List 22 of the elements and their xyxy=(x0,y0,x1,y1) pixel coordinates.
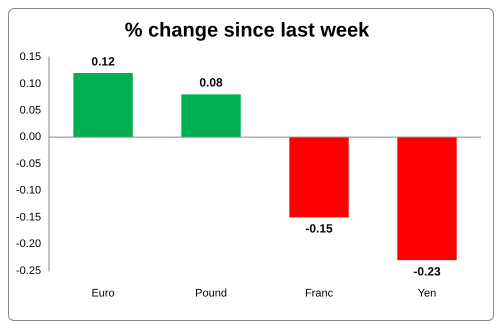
data-label: -0.15 xyxy=(305,222,334,236)
data-label: 0.12 xyxy=(91,54,116,68)
x-tick-label: Euro xyxy=(91,287,115,300)
y-tick-label: -0.10 xyxy=(16,184,42,197)
bar xyxy=(73,73,133,138)
y-tick-label: -0.05 xyxy=(16,158,42,170)
y-tick-label: -0.15 xyxy=(16,211,42,224)
x-tick-label: Pound xyxy=(195,287,227,300)
y-tick-label: -0.20 xyxy=(16,238,42,250)
bar xyxy=(397,137,457,260)
y-tick-label: 0.00 xyxy=(20,131,42,144)
x-tick-label: Franc xyxy=(304,287,334,300)
y-tick-label: -0.25 xyxy=(16,264,42,277)
y-tick-label: 0.05 xyxy=(20,104,42,116)
data-label: -0.23 xyxy=(413,264,442,278)
data-label: 0.08 xyxy=(199,76,224,90)
chart-title: % change since last week xyxy=(124,20,370,42)
bar xyxy=(181,94,241,138)
bar xyxy=(289,137,349,218)
y-tick-label: 0.15 xyxy=(20,51,42,64)
y-tick-label: 0.10 xyxy=(20,78,42,90)
x-tick-label: Yen xyxy=(418,287,436,300)
